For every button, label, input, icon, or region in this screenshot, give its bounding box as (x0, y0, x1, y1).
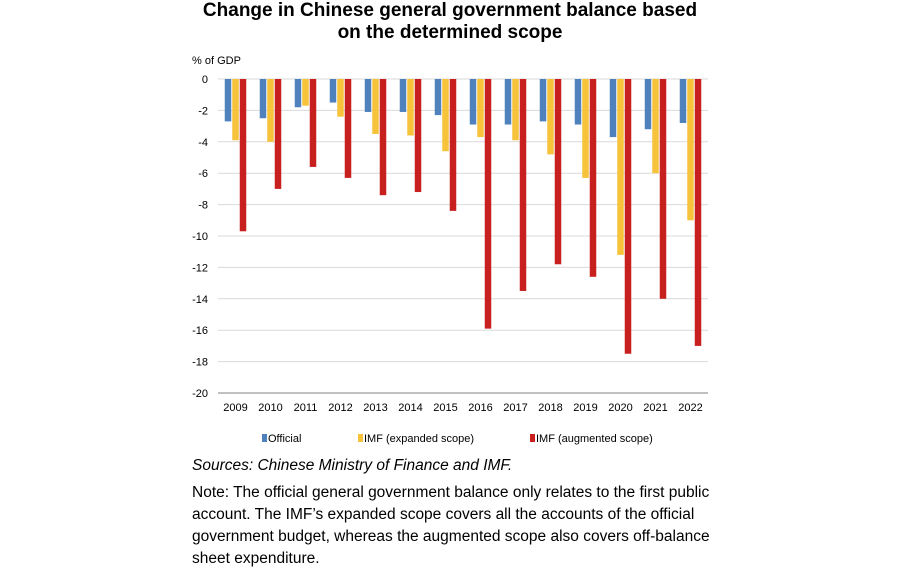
chart-title-line-1: Change in Chinese general government bal… (202, 0, 698, 21)
y-tick-label: -2 (198, 105, 208, 117)
legend-swatch (530, 434, 535, 442)
legend-swatch (262, 434, 267, 442)
x-tick-label: 2016 (468, 402, 492, 414)
bars (224, 79, 702, 354)
x-tick-label: 2012 (328, 402, 352, 414)
bar-imf-expanded-scope-2009 (232, 79, 239, 141)
chart-title-line-2: on the determined scope (337, 22, 563, 43)
bar-imf-expanded-scope-2020 (617, 79, 624, 255)
bar-imf-expanded-scope-2017 (512, 79, 519, 141)
x-tick-label: 2011 (294, 402, 318, 414)
y-axis-label: % of GDP (192, 55, 241, 67)
y-tick-label: -18 (192, 357, 208, 369)
bar-imf-expanded-scope-2011 (302, 79, 309, 106)
bar-official-2017 (504, 79, 512, 125)
x-tick-label: 2017 (503, 402, 527, 414)
bar-imf-expanded-scope-2019 (582, 79, 589, 178)
x-tick-label: 2013 (363, 402, 387, 414)
y-tick-label: -14 (192, 294, 208, 306)
x-tick-label: 2018 (538, 402, 562, 414)
bar-official-2009 (224, 79, 232, 122)
bar-imf-expanded-scope-2018 (547, 79, 554, 155)
y-tick-labels: 0 -2 -4 -6 -8 -10 -12 -14 -16 -18 -20 (192, 74, 208, 400)
y-tick-label: -6 (198, 168, 208, 180)
y-tick-label: -10 (192, 231, 208, 243)
bar-imf-augmented-scope-2022 (694, 79, 702, 346)
bar-official-2018 (539, 79, 547, 122)
bar-imf-augmented-scope-2016 (484, 79, 492, 329)
bar-imf-augmented-scope-2019 (589, 79, 597, 277)
bar-imf-augmented-scope-2010 (274, 79, 282, 189)
bar-imf-expanded-scope-2022 (687, 79, 694, 221)
bar-imf-expanded-scope-2013 (372, 79, 379, 134)
bar-imf-augmented-scope-2013 (379, 79, 387, 196)
x-tick-labels: 2009 2010 2011 2012 2013 2014 2015 2016 2017 2018… (223, 402, 702, 414)
x-tick-label: 2014 (398, 402, 422, 414)
bar-official-2022 (679, 79, 687, 123)
x-tick-label: 2022 (678, 402, 702, 414)
bar-imf-augmented-scope-2011 (309, 79, 317, 167)
gridlines (218, 78, 708, 394)
bar-official-2021 (644, 79, 652, 130)
bar-official-2010 (259, 79, 267, 119)
legend-swatch (358, 434, 363, 442)
legend-label: IMF (expanded scope) (364, 433, 474, 445)
bar-imf-expanded-scope-2016 (477, 79, 484, 138)
bar-imf-expanded-scope-2015 (442, 79, 449, 152)
bar-chart: % of GDP 0 -2 -4 -6 -8 -10 -12 -14 -16 -18 -20 200… (192, 55, 708, 445)
bar-official-2015 (434, 79, 442, 116)
y-tick-label: -16 (192, 325, 208, 337)
x-tick-label: 2021 (643, 402, 667, 414)
bar-imf-augmented-scope-2018 (554, 79, 562, 265)
bar-imf-augmented-scope-2009 (239, 79, 247, 232)
bar-imf-augmented-scope-2014 (414, 79, 422, 193)
legend-label: IMF (augmented scope) (536, 433, 653, 445)
bar-imf-expanded-scope-2010 (267, 79, 274, 142)
legend-label: Official (268, 433, 301, 445)
bar-official-2011 (294, 79, 302, 108)
bar-official-2020 (609, 79, 617, 138)
x-tick-label: 2020 (608, 402, 632, 414)
y-tick-label: -12 (192, 262, 208, 274)
bar-official-2012 (329, 79, 337, 103)
bar-official-2019 (574, 79, 582, 125)
legend: Official IMF (expanded scope) IMF (augment… (262, 433, 653, 445)
y-tick-label: 0 (202, 74, 208, 86)
bar-imf-augmented-scope-2020 (624, 79, 632, 354)
bar-imf-augmented-scope-2015 (449, 79, 457, 211)
x-tick-label: 2010 (258, 402, 282, 414)
bar-official-2016 (469, 79, 477, 125)
y-tick-label: -20 (192, 388, 208, 400)
sources-text: Sources: Chinese Ministry of Finance and… (192, 457, 513, 474)
bar-imf-expanded-scope-2012 (337, 79, 344, 117)
bar-imf-expanded-scope-2014 (407, 79, 414, 136)
y-tick-label: -8 (198, 200, 208, 212)
x-tick-label: 2009 (223, 402, 247, 414)
bar-official-2014 (399, 79, 407, 112)
x-tick-label: 2015 (433, 402, 457, 414)
note-text: Note: The official general government ba… (192, 484, 710, 567)
x-tick-label: 2019 (573, 402, 597, 414)
bar-imf-expanded-scope-2021 (652, 79, 659, 174)
bar-imf-augmented-scope-2021 (659, 79, 667, 299)
bar-imf-augmented-scope-2017 (519, 79, 527, 291)
chart-title: Change in Chinese general government bal… (190, 0, 710, 44)
bar-imf-augmented-scope-2012 (344, 79, 352, 178)
bar-official-2013 (364, 79, 372, 112)
y-tick-label: -4 (198, 137, 208, 149)
